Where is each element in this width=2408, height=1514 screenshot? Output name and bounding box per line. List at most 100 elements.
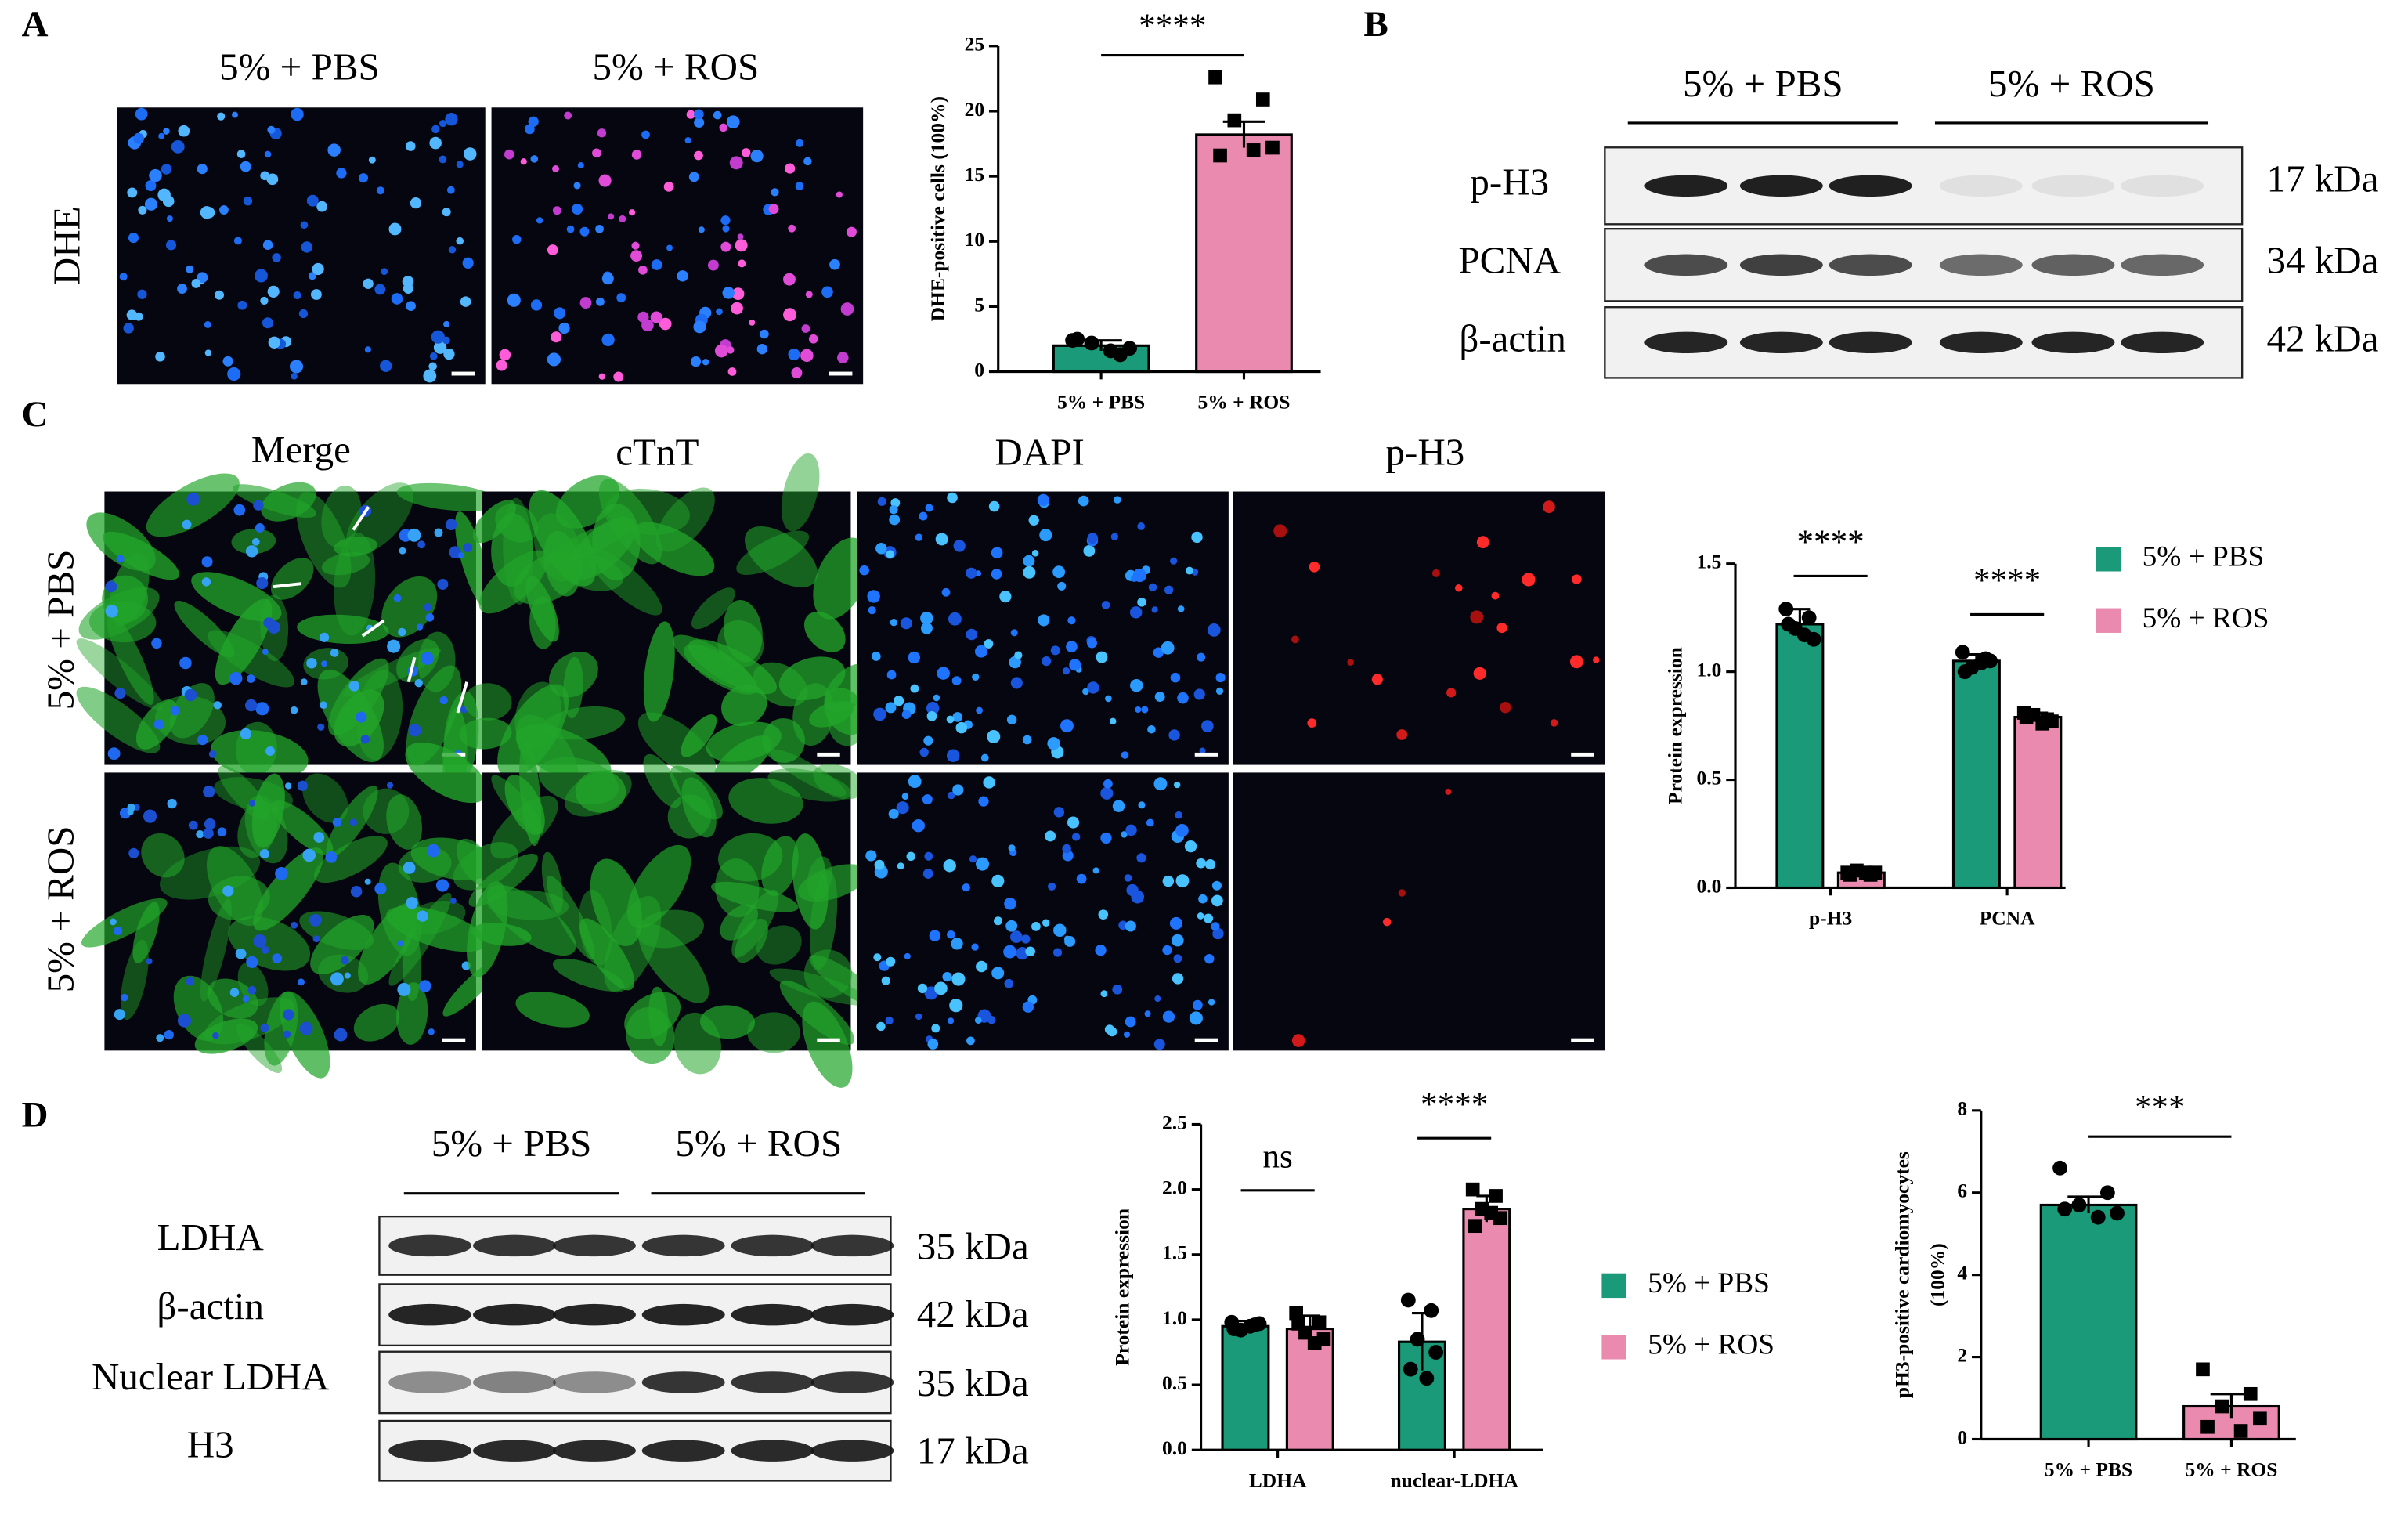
nucleus	[1171, 934, 1184, 947]
nucleus	[291, 921, 298, 929]
nucleus	[1543, 500, 1555, 514]
nucleus	[417, 540, 426, 549]
nucleus	[727, 367, 737, 376]
nucleus	[268, 336, 280, 349]
nucleus	[1010, 629, 1018, 637]
cell-fiber	[747, 1012, 800, 1053]
nucleus	[947, 791, 955, 800]
cell-fiber	[200, 898, 232, 1002]
nucleus	[449, 898, 457, 905]
nucleus	[1291, 635, 1299, 644]
nucleus	[702, 359, 709, 366]
cell-fiber	[633, 522, 715, 576]
nucleus	[1006, 714, 1017, 725]
nucleus	[915, 1013, 922, 1021]
nucleus	[551, 331, 562, 343]
nucleus	[267, 285, 280, 298]
nucleus	[937, 667, 950, 680]
nucleus	[1100, 786, 1114, 800]
nucleus	[1052, 565, 1066, 579]
nucleus	[881, 976, 890, 985]
nucleus	[167, 798, 177, 809]
data-point	[1255, 92, 1270, 107]
nucleus	[873, 707, 886, 721]
nucleus	[1161, 641, 1175, 655]
nucleus	[875, 543, 887, 555]
nucleus	[283, 1009, 294, 1021]
nucleus	[445, 519, 457, 531]
nucleus	[245, 545, 258, 558]
data-point	[1070, 331, 1085, 347]
nucleus	[983, 776, 995, 789]
nucleus	[162, 195, 175, 208]
nucleus	[462, 257, 474, 269]
nucleus	[344, 972, 351, 979]
nucleus	[1396, 729, 1408, 740]
nucleus	[300, 678, 308, 685]
nucleus	[943, 859, 956, 873]
nucleus	[1042, 656, 1052, 667]
nucleus	[387, 639, 401, 653]
nucleus	[1031, 549, 1039, 557]
nucleus	[1022, 735, 1032, 745]
nucleus	[299, 1021, 313, 1035]
nucleus	[284, 782, 292, 790]
nucleus	[906, 851, 915, 862]
nucleus	[1092, 867, 1099, 874]
arrow	[361, 619, 385, 638]
blot-band	[473, 1371, 556, 1393]
nucleus	[507, 293, 521, 307]
nucleus	[290, 706, 298, 714]
nucleus	[897, 862, 904, 870]
nucleus	[235, 948, 247, 959]
column-label: Merge	[251, 428, 351, 471]
nucleus	[971, 943, 979, 951]
nucleus	[900, 617, 912, 630]
y-tick-label: 0.0	[1697, 874, 1722, 897]
y-tick-label: 2.0	[1162, 1176, 1187, 1198]
nucleus	[707, 259, 719, 271]
nucleus	[1071, 833, 1081, 841]
nucleus	[953, 540, 966, 552]
nucleus	[232, 111, 238, 118]
nucleus	[579, 226, 590, 237]
nucleus	[978, 796, 989, 807]
nucleus	[619, 215, 626, 222]
nucleus	[873, 953, 882, 962]
blot-band	[1939, 331, 2023, 354]
nucleus	[246, 956, 258, 968]
nucleus	[213, 701, 222, 710]
nucleus	[126, 309, 138, 320]
nucleus	[283, 1030, 291, 1039]
bar	[1462, 1208, 1511, 1451]
nucleus	[1132, 568, 1147, 583]
nucleus	[1031, 922, 1041, 931]
nucleus	[760, 329, 769, 339]
data-point	[1213, 148, 1227, 163]
nucleus	[1164, 585, 1174, 594]
cell-fiber	[261, 482, 316, 522]
nucleus	[114, 688, 126, 699]
group-label: 5% + ROS	[1988, 62, 2155, 105]
cell-fiber	[804, 611, 846, 652]
significance-label: ****	[1139, 8, 1206, 45]
nucleus	[1021, 934, 1031, 944]
bar	[1951, 659, 2001, 890]
nucleus	[552, 206, 561, 215]
data-point	[1265, 140, 1280, 155]
nucleus	[1136, 853, 1146, 863]
nucleus	[1037, 493, 1049, 506]
nucleus	[460, 296, 471, 307]
nucleus	[425, 612, 435, 622]
cell-fiber	[270, 558, 314, 600]
cell-fiber	[605, 488, 690, 535]
cell-fiber	[541, 851, 563, 914]
nucleus	[1273, 524, 1287, 538]
nucleus	[1053, 807, 1065, 818]
nucleus	[398, 627, 406, 637]
nucleus	[926, 710, 937, 721]
nucleus	[184, 688, 197, 702]
y-tick-label: 0	[974, 358, 984, 381]
cell-fiber	[141, 833, 185, 878]
nucleus	[836, 191, 843, 198]
